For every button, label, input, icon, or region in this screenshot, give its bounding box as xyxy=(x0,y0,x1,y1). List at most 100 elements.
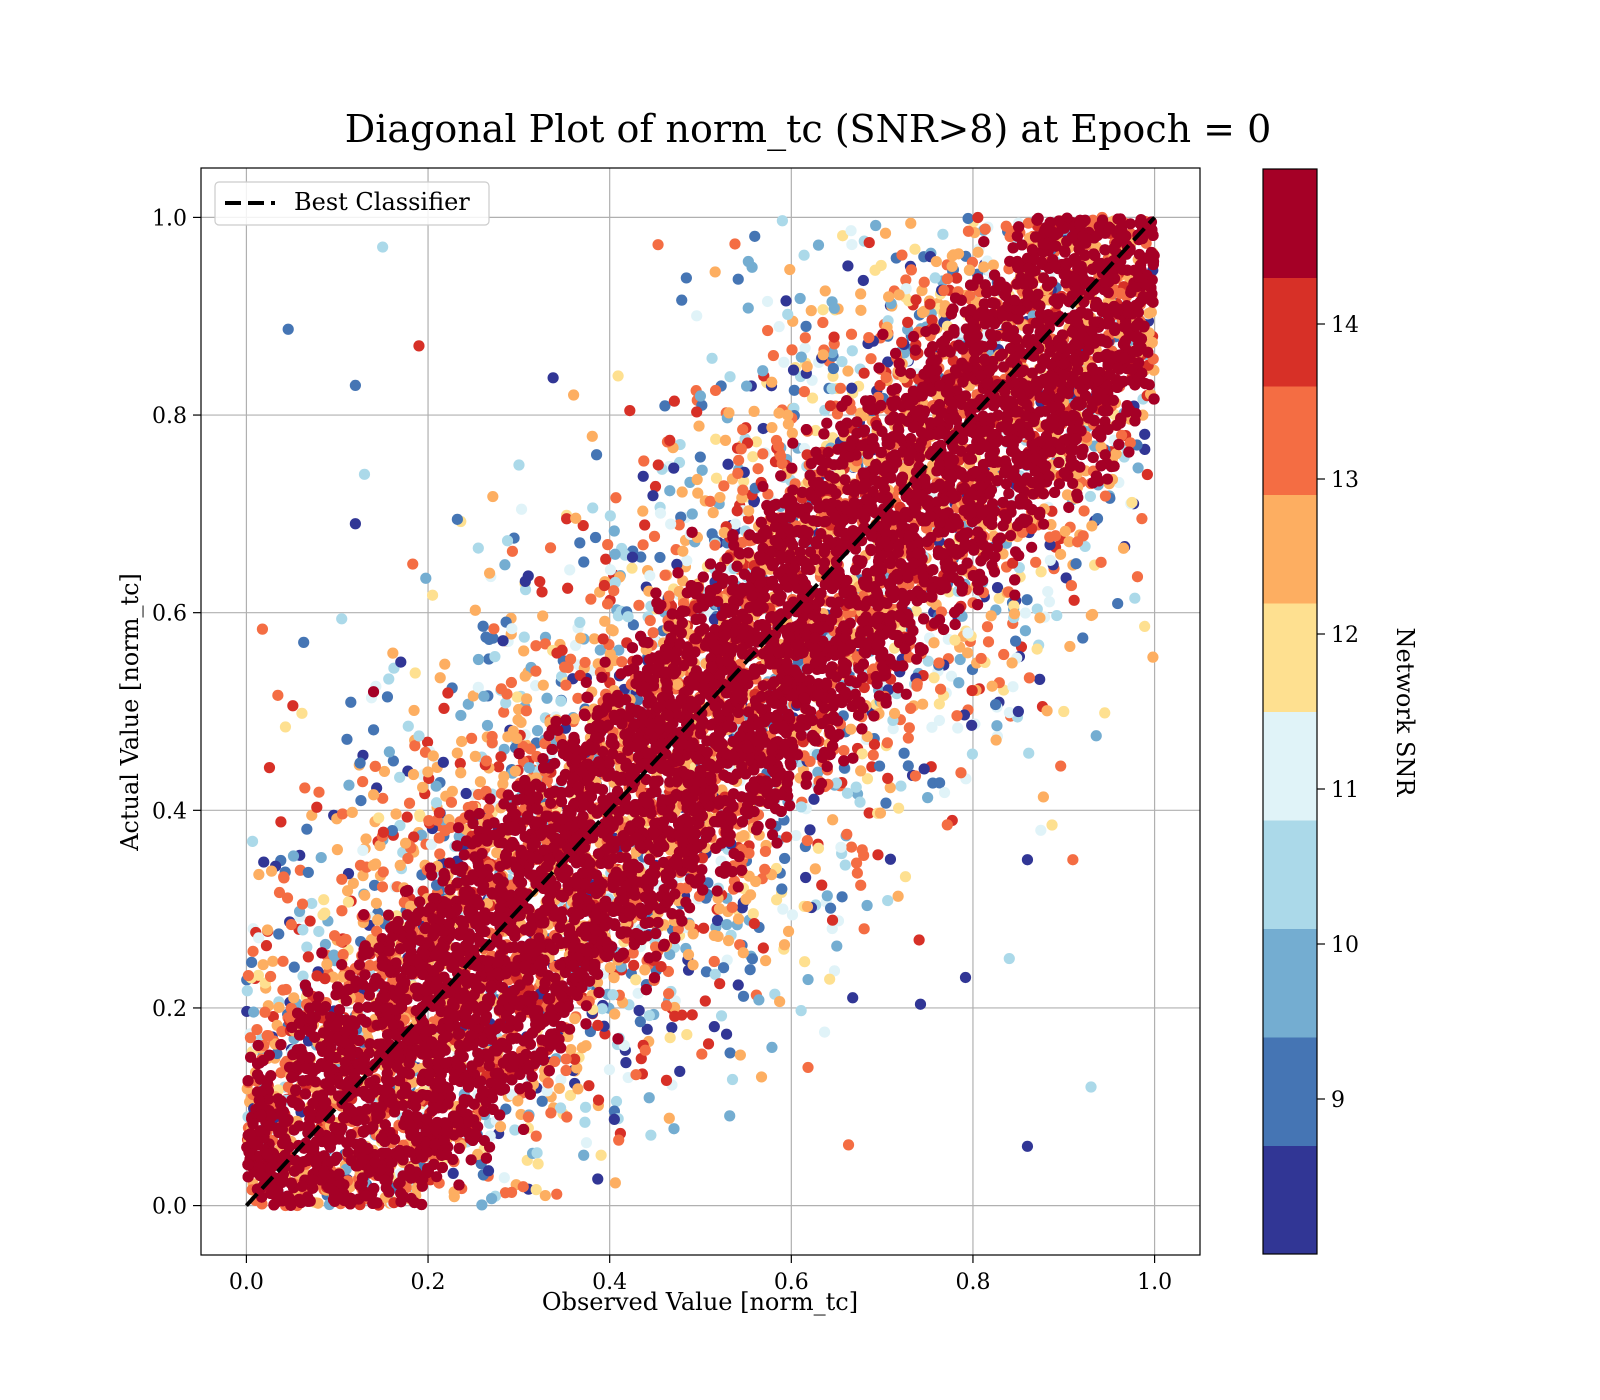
scatter-point xyxy=(561,513,573,525)
scatter-point xyxy=(669,1010,681,1022)
scatter-point xyxy=(817,349,829,361)
scatter-point xyxy=(537,679,549,691)
scatter-point xyxy=(299,782,311,794)
scatter-point xyxy=(306,809,318,821)
scatter-point xyxy=(863,332,875,344)
scatter-point xyxy=(707,507,719,519)
scatter-point xyxy=(1095,556,1107,568)
scatter-point xyxy=(1147,651,1159,663)
scatter-point xyxy=(437,756,449,768)
scatter-point xyxy=(826,914,839,926)
scatter-point xyxy=(462,698,474,710)
scatter-point xyxy=(711,914,724,927)
scatter-point xyxy=(855,304,867,316)
scatter-point xyxy=(555,695,567,707)
scatter-point xyxy=(845,225,857,237)
scatter-point xyxy=(767,349,780,362)
scatter-point xyxy=(571,1062,583,1074)
scatter-point xyxy=(264,970,277,983)
scatter-point xyxy=(1010,635,1022,647)
scatter-point xyxy=(643,1092,655,1104)
scatter-point xyxy=(737,990,750,1002)
scatter-point xyxy=(530,665,542,677)
scatter-point xyxy=(757,448,769,460)
scatter-point xyxy=(649,480,662,493)
scatter-point xyxy=(1023,672,1035,684)
scatter-point xyxy=(426,589,439,601)
scatter-point xyxy=(776,215,788,227)
scatter-point xyxy=(884,853,897,865)
scatter-point xyxy=(933,714,946,727)
scatter-point xyxy=(696,852,709,864)
scatter-point xyxy=(560,1064,572,1077)
scatter-point xyxy=(708,955,720,968)
scatter-point xyxy=(1008,608,1021,620)
scatter-point xyxy=(750,436,763,448)
scatter-point xyxy=(577,519,589,532)
scatter-point xyxy=(819,285,831,297)
scatter-point xyxy=(265,865,278,877)
scatter-point xyxy=(842,365,854,377)
scatter-point xyxy=(941,819,953,831)
scatter-point xyxy=(1046,819,1058,831)
scatter-point xyxy=(488,623,500,635)
scatter-point xyxy=(407,768,420,781)
plot-area: 0.0 0.2 0.4 0.6 0.8 1.0 0.00.20.40.60.81.0 xyxy=(152,167,1201,1295)
scatter-point xyxy=(1078,505,1090,517)
scatter-point xyxy=(854,796,866,808)
scatter-point xyxy=(709,266,721,278)
scatter-point xyxy=(402,852,414,865)
scatter-point xyxy=(674,1065,686,1077)
scatter-point xyxy=(794,292,806,305)
scatter-point xyxy=(341,885,354,897)
scatter-point xyxy=(1145,306,1157,318)
scatter-point xyxy=(743,847,755,859)
scatter-point xyxy=(842,260,854,272)
scatter-point xyxy=(319,973,331,985)
scatter-point xyxy=(434,672,446,684)
scatter-point xyxy=(643,1009,655,1022)
scatter-point xyxy=(433,832,445,844)
scatter-point xyxy=(547,372,559,384)
scatter-point xyxy=(319,938,332,951)
scatter-point xyxy=(787,364,800,376)
scatter-point xyxy=(979,223,991,235)
scatter-point xyxy=(761,295,774,308)
scatter-point xyxy=(949,634,961,646)
scatter-point xyxy=(645,1129,657,1141)
scatter-point xyxy=(686,508,698,520)
scatter-point xyxy=(1037,791,1049,803)
scatter-point xyxy=(1007,681,1019,693)
scatter-point xyxy=(318,894,330,906)
scatter-point xyxy=(377,792,389,804)
scatter-point xyxy=(856,844,868,856)
scatter-point xyxy=(355,794,367,807)
scatter-point xyxy=(722,458,734,470)
scatter-point xyxy=(951,710,963,722)
scatter-point xyxy=(620,1057,632,1069)
scatter-point xyxy=(709,539,721,551)
scatter-point xyxy=(842,1139,855,1151)
scatter-point xyxy=(837,230,849,242)
scatter-point xyxy=(855,288,867,300)
scatter-point xyxy=(402,720,414,732)
scatter-point xyxy=(962,212,974,225)
scatter-point xyxy=(637,470,649,482)
scatter-point xyxy=(709,384,722,397)
scatter-point xyxy=(652,459,664,471)
scatter-point xyxy=(861,899,873,912)
scatter-point xyxy=(749,230,761,242)
scatter-point xyxy=(521,693,533,705)
scatter-point xyxy=(1086,520,1098,532)
scatter-point xyxy=(541,692,553,704)
scatter-point xyxy=(598,579,610,592)
scatter-point xyxy=(1055,760,1067,772)
scatter-point xyxy=(341,733,353,745)
scatter-point xyxy=(409,740,421,752)
scatter-point xyxy=(579,656,591,669)
scatter-point xyxy=(442,687,454,699)
scatter-point xyxy=(714,978,726,990)
scatter-point xyxy=(786,909,799,921)
scatter-point xyxy=(369,760,381,772)
scatter-point xyxy=(731,505,743,517)
